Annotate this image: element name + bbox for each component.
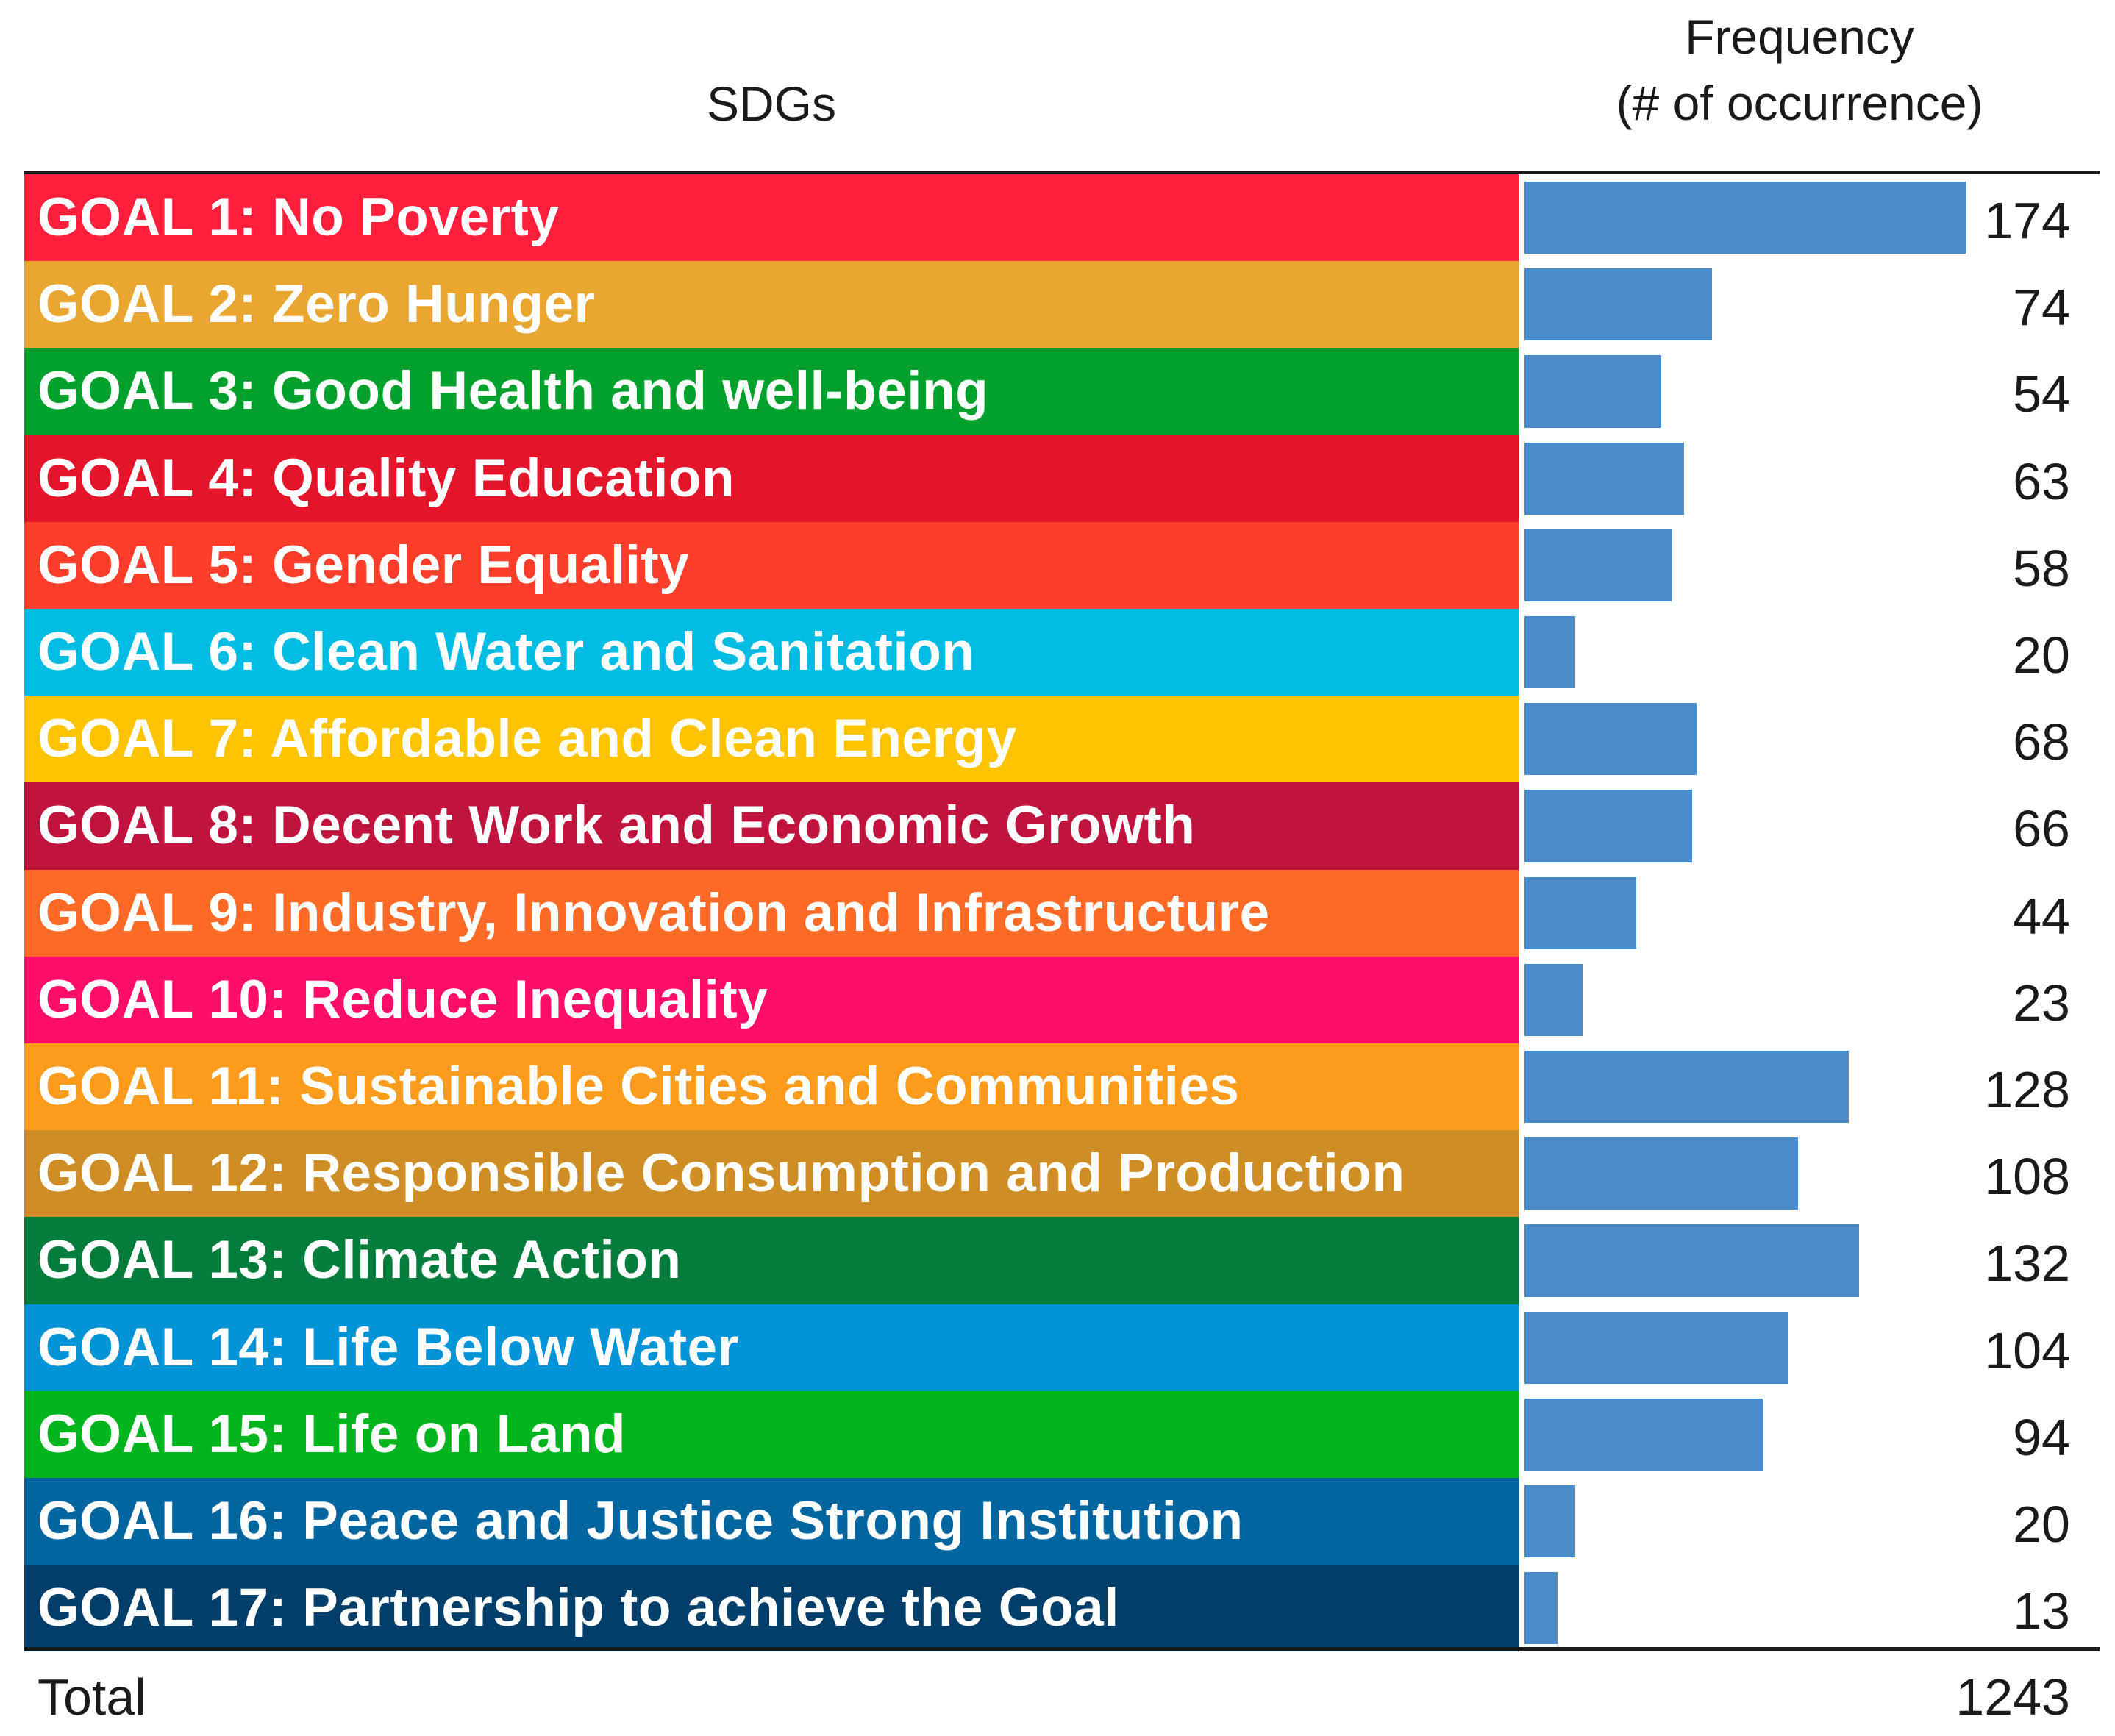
frequency-bar — [1524, 1051, 1850, 1124]
sdg-label: GOAL 10: Reduce Inequality — [38, 969, 768, 1029]
sdg-row: GOAL 6: Clean Water and Sanitation — [24, 609, 1519, 696]
sdg-row: GOAL 16: Peace and Justice Strong Instit… — [24, 1478, 1519, 1565]
sdg-row: GOAL 8: Decent Work and Economic Growth — [24, 782, 1519, 870]
frequency-bar — [1524, 1572, 1558, 1645]
frequency-bar — [1524, 442, 1685, 515]
frequency-value-label: 66 — [2013, 800, 2070, 858]
frequency-bar — [1524, 182, 1966, 254]
sdg-label: GOAL 2: Zero Hunger — [38, 274, 596, 335]
frequency-value-label: 104 — [1984, 1321, 2070, 1379]
sdg-label: GOAL 1: No Poverty — [38, 187, 560, 247]
frequency-bar — [1524, 1398, 1763, 1471]
sdg-label: GOAL 6: Clean Water and Sanitation — [38, 622, 975, 682]
frequency-value-label: 23 — [2013, 974, 2070, 1032]
sdg-label: GOAL 3: Good Health and well-being — [38, 361, 989, 421]
sdg-row: GOAL 9: Industry, Innovation and Infrast… — [24, 869, 1519, 957]
frequency-bar — [1524, 268, 1713, 341]
frequency-value-label: 13 — [2013, 1582, 2070, 1640]
frequency-bar — [1524, 1224, 1860, 1297]
frequency-value-label: 54 — [2013, 365, 2070, 424]
frequency-header-line2: (# of occurrence) — [1616, 76, 1983, 130]
frequency-bar — [1524, 876, 1636, 949]
sdg-row: GOAL 17: Partnership to achieve the Goal — [24, 1565, 1519, 1652]
frequency-bar — [1524, 616, 1575, 689]
sdg-label: GOAL 13: Climate Action — [38, 1230, 682, 1290]
frequency-value-label: 44 — [2013, 887, 2070, 945]
bottom-rule — [24, 1647, 2100, 1651]
frequency-value-label: 94 — [2013, 1408, 2070, 1466]
sdg-label: GOAL 5: Gender Equality — [38, 535, 690, 595]
sdg-column-header: SDGs — [706, 76, 837, 131]
frequency-value-label: 63 — [2013, 452, 2070, 510]
sdg-label: GOAL 12: Responsible Consumption and Pro… — [38, 1143, 1405, 1204]
sdg-label: GOAL 16: Peace and Justice Strong Instit… — [38, 1491, 1244, 1551]
frequency-bar — [1524, 1485, 1575, 1558]
sdg-row: GOAL 13: Climate Action — [24, 1217, 1519, 1304]
column-divider — [1519, 174, 1523, 1647]
frequency-value-label: 174 — [1984, 192, 2070, 249]
frequency-value-label: 128 — [1984, 1061, 2070, 1118]
sdg-label: GOAL 14: Life Below Water — [38, 1317, 739, 1377]
frequency-header-line1: Frequency — [1685, 10, 1914, 64]
frequency-bar — [1524, 529, 1672, 601]
frequency-bar — [1524, 1311, 1788, 1384]
sdg-row: GOAL 1: No Poverty — [24, 174, 1519, 262]
sdg-row: GOAL 14: Life Below Water — [24, 1304, 1519, 1391]
frequency-value-label: 58 — [2013, 539, 2070, 597]
frequency-bar — [1524, 355, 1662, 428]
sdg-row: GOAL 4: Quality Education — [24, 435, 1519, 522]
sdg-label: GOAL 8: Decent Work and Economic Growth — [38, 796, 1196, 856]
frequency-value-label: 68 — [2013, 713, 2070, 771]
frequency-bar — [1524, 703, 1697, 776]
frequency-bar — [1524, 790, 1692, 862]
sdg-row: GOAL 5: Gender Equality — [24, 521, 1519, 609]
frequency-value-label: 132 — [1984, 1235, 2070, 1293]
sdg-label: GOAL 11: Sustainable Cities and Communit… — [38, 1057, 1240, 1116]
frequency-value-label: 74 — [2013, 279, 2070, 337]
top-rule — [24, 171, 2100, 174]
frequency-bar — [1524, 963, 1583, 1036]
sdg-label: GOAL 9: Industry, Innovation and Infrast… — [38, 882, 1270, 943]
sdg-label: GOAL 17: Partnership to achieve the Goal — [38, 1578, 1119, 1638]
sdg-label: GOAL 7: Affordable and Clean Energy — [38, 709, 1017, 769]
frequency-bar — [1524, 1137, 1799, 1210]
sdg-row: GOAL 3: Good Health and well-being — [24, 348, 1519, 435]
sdg-row: GOAL 12: Responsible Consumption and Pro… — [24, 1130, 1519, 1218]
sdg-label: GOAL 15: Life on Land — [38, 1404, 627, 1464]
frequency-value-label: 20 — [2013, 1496, 2070, 1553]
sdg-label: GOAL 4: Quality Education — [38, 448, 735, 508]
total-value: 1243 — [1955, 1668, 2070, 1726]
frequency-value-label: 108 — [1984, 1148, 2070, 1206]
frequency-value-label: 20 — [2013, 626, 2070, 684]
sdg-row: GOAL 2: Zero Hunger — [24, 261, 1519, 349]
sdg-row: GOAL 10: Reduce Inequality — [24, 956, 1519, 1043]
sdg-row: GOAL 15: Life on Land — [24, 1390, 1519, 1478]
total-label: Total — [38, 1668, 146, 1726]
frequency-column-header: Frequency (# of occurrence) — [1524, 4, 2075, 136]
sdg-row: GOAL 11: Sustainable Cities and Communit… — [24, 1043, 1519, 1131]
sdg-row: GOAL 7: Affordable and Clean Energy — [24, 696, 1519, 783]
